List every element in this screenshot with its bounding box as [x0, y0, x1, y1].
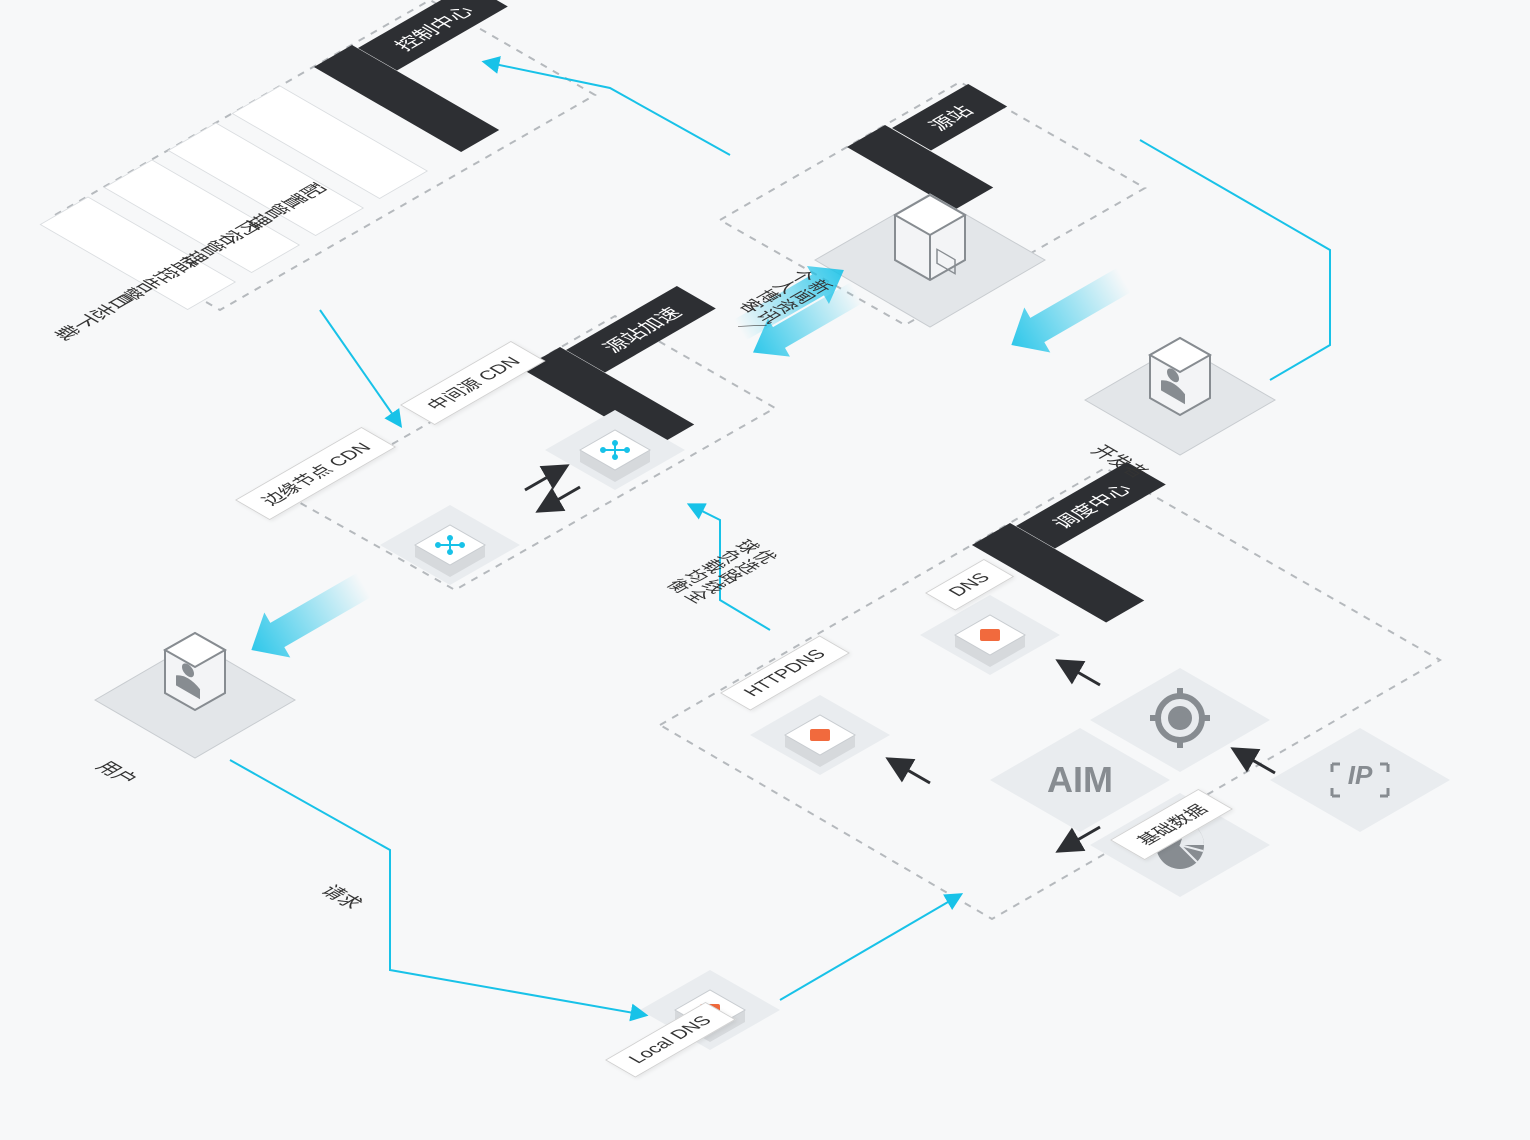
fat-arrow-accel-to-user [238, 562, 377, 672]
diagram-canvas: AIM IP [0, 0, 1530, 1140]
arrow-control-to-accel [320, 310, 400, 425]
developer [1085, 338, 1275, 455]
arrow-user-to-localdns [230, 760, 645, 1015]
svg-text:AIM: AIM [1047, 759, 1113, 800]
cdn-bidir-arrows [525, 467, 580, 510]
arrow-localdns-to-dispatch [780, 895, 960, 1000]
arrow-origin-to-control [485, 62, 730, 155]
dns-node [920, 595, 1060, 675]
edge-cdn-node [380, 505, 520, 585]
svg-text:IP: IP [1348, 760, 1373, 790]
httpdns-node [750, 695, 890, 775]
control-center-region [40, 0, 595, 310]
aim-cluster: AIM IP [990, 668, 1450, 897]
